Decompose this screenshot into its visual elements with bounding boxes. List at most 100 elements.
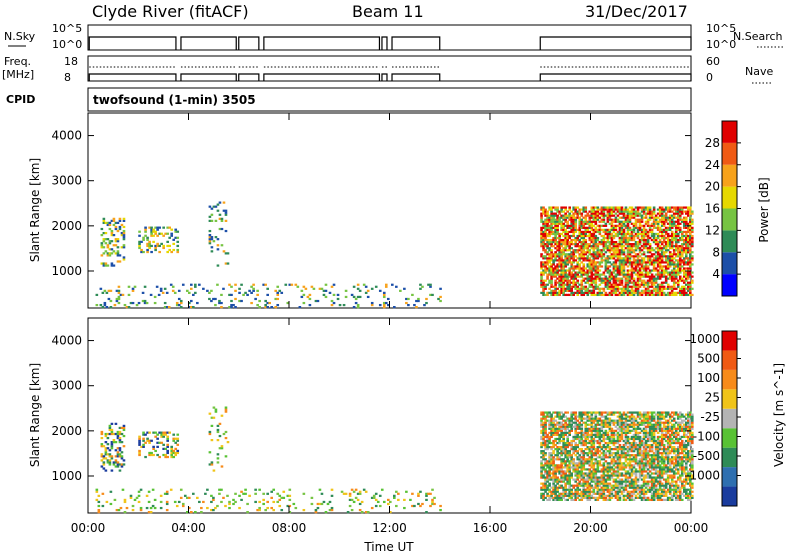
scatter-cell <box>610 206 614 209</box>
scatter-cell <box>686 271 690 274</box>
scatter-cell <box>614 277 618 280</box>
scatter-cell <box>568 464 571 467</box>
scatter-cell <box>276 492 280 495</box>
scatter-cell <box>278 289 282 292</box>
scatter-cell <box>556 486 559 489</box>
scatter-cell <box>574 273 578 276</box>
scatter-cell <box>548 476 551 479</box>
scatter-cell <box>674 234 678 238</box>
scatter-cell <box>612 271 616 274</box>
scatter-cell <box>556 259 559 262</box>
scatter-cell <box>554 470 557 473</box>
scatter-cell <box>352 295 356 299</box>
scatter-cell <box>550 289 553 292</box>
scatter-cell <box>618 433 622 437</box>
scatter-cell <box>588 265 592 268</box>
scatter-cell <box>594 417 598 420</box>
scatter-cell <box>614 249 618 252</box>
scatter-cell <box>646 249 650 252</box>
scatter-cell <box>624 427 628 430</box>
scatter-cell <box>146 248 149 252</box>
scatter-cell <box>668 220 672 223</box>
scatter-cell <box>652 218 656 221</box>
scatter-cell <box>638 273 642 276</box>
scatter-cell <box>425 494 428 497</box>
scatter-cell <box>638 212 642 215</box>
scatter-cell <box>622 241 626 244</box>
scatter-cell <box>600 494 604 497</box>
scatter-cell <box>552 470 555 473</box>
scatter-cell <box>421 502 424 506</box>
scatter-cell <box>624 238 628 242</box>
scatter-cell <box>680 238 684 242</box>
scatter-cell <box>558 429 561 432</box>
scatter-cell <box>137 494 141 497</box>
scatter-cell <box>606 249 610 252</box>
scatter-cell <box>660 232 664 236</box>
scatter-cell <box>598 289 602 292</box>
scatter-cell <box>590 439 594 443</box>
scatter-cell <box>600 456 604 459</box>
scatter-cell <box>580 267 584 270</box>
scatter-cell <box>104 221 108 225</box>
scatter-cell <box>594 454 598 457</box>
scatter-cell <box>602 431 606 434</box>
scatter-cell <box>550 441 553 445</box>
scatter-cell <box>258 488 261 491</box>
scatter-cell <box>554 281 557 284</box>
scatter-cell <box>546 419 549 422</box>
scatter-cell <box>122 428 126 432</box>
scatter-cell <box>562 419 565 422</box>
scatter-cell <box>646 230 650 234</box>
scatter-cell <box>108 227 112 231</box>
scatter-cell <box>594 234 598 238</box>
scatter-cell <box>143 285 147 288</box>
scatter-cell <box>564 273 567 276</box>
scatter-cell <box>594 425 598 428</box>
scatter-cell <box>686 212 690 215</box>
scatter-cell <box>606 411 610 414</box>
scatter-cell <box>568 486 571 489</box>
scatter-cell <box>664 232 668 236</box>
scatter-cell <box>322 500 326 504</box>
scatter-cell <box>618 291 622 294</box>
scatter-cell <box>646 285 650 288</box>
scatter-cell <box>562 214 565 217</box>
scatter-cell <box>630 206 634 209</box>
scatter-cell <box>668 208 672 211</box>
scatter-cell <box>678 263 682 266</box>
scatter-cell <box>574 212 578 215</box>
scatter-cell <box>576 279 580 282</box>
scatter-cell <box>674 259 678 262</box>
scatter-cell <box>588 291 592 294</box>
scatter-cell <box>594 450 598 453</box>
scatter-cell <box>686 230 690 234</box>
scatter-cell <box>286 504 290 508</box>
scatter-cell <box>550 486 553 489</box>
scatter-cell <box>100 246 104 249</box>
scatter-cell <box>175 504 179 508</box>
scatter-cell <box>120 451 124 454</box>
scatter-cell <box>646 212 650 215</box>
scatter-cell <box>688 243 692 246</box>
scatter-cell <box>588 220 592 223</box>
scatter-cell <box>258 299 261 303</box>
scatter-cell <box>684 226 688 229</box>
scatter-cell <box>684 257 688 260</box>
scatter-cell <box>546 273 549 276</box>
scatter-cell <box>660 283 664 286</box>
scatter-cell <box>608 439 612 443</box>
scatter-cell <box>626 289 630 292</box>
scatter-cell <box>670 273 674 276</box>
scatter-cell <box>393 496 396 499</box>
scatter-cell <box>688 259 692 262</box>
scatter-cell <box>230 306 233 309</box>
scatter-cell <box>274 297 278 301</box>
scatter-cell <box>686 241 690 244</box>
scatter-cell <box>608 236 612 240</box>
scatter-cell <box>638 220 642 223</box>
scatter-cell <box>574 226 578 229</box>
scatter-cell <box>328 291 332 294</box>
scatter-cell <box>582 232 586 236</box>
scatter-cell <box>630 293 634 297</box>
